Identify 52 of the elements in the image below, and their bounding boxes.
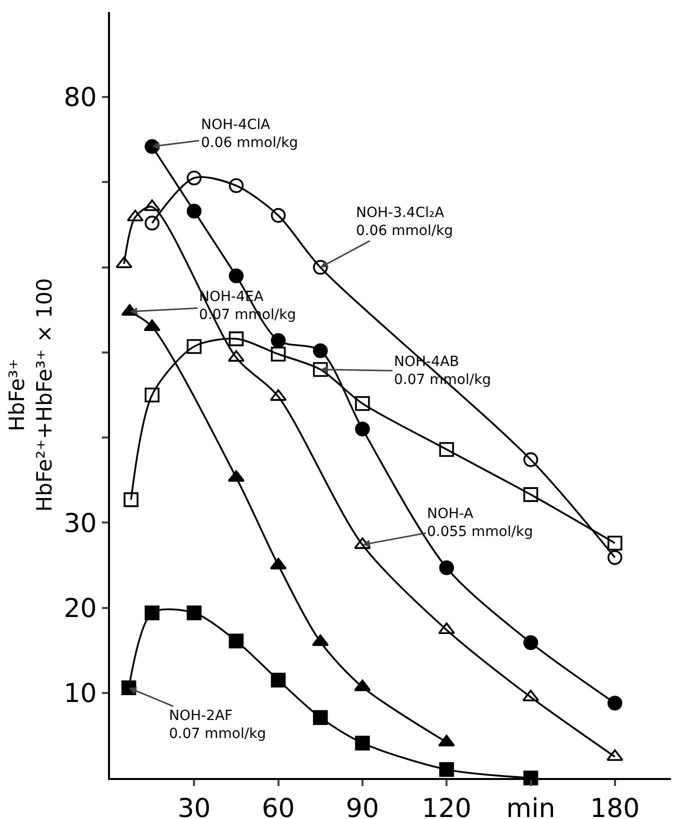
point — [144, 320, 160, 332]
point — [608, 696, 622, 710]
point — [116, 256, 132, 268]
annotation: NOH-A 0.055 mmol/kg — [427, 506, 533, 540]
point — [312, 710, 328, 725]
point — [312, 362, 328, 377]
x-tick-label: 180 — [590, 794, 640, 819]
point — [186, 605, 202, 620]
point — [228, 634, 244, 648]
point — [608, 536, 622, 550]
point — [270, 672, 286, 688]
point — [144, 605, 160, 620]
y-tick-label: 80 — [64, 83, 97, 114]
point — [228, 331, 244, 346]
point — [186, 339, 202, 354]
x-tick-label: 120 — [422, 794, 472, 819]
point — [144, 388, 160, 402]
point — [439, 560, 454, 576]
annotation: NOH-2AF 0.07 mmol/kg — [169, 708, 266, 742]
y-tick-label: 20 — [64, 594, 97, 624]
x-tick-label: min — [506, 794, 556, 819]
point — [228, 178, 244, 194]
point — [523, 635, 538, 650]
point — [354, 537, 371, 549]
point — [523, 487, 538, 502]
point — [144, 200, 160, 212]
y-tick-label: 30 — [64, 508, 97, 539]
point — [439, 762, 454, 777]
x-tick-label: 90 — [346, 794, 379, 819]
x-tick-label: 30 — [178, 794, 211, 819]
point — [608, 550, 622, 565]
point — [270, 208, 286, 223]
point — [355, 736, 370, 750]
point — [523, 452, 538, 468]
point — [312, 343, 328, 358]
point — [270, 333, 286, 348]
point — [355, 396, 370, 411]
y-tick-label: 10 — [64, 678, 97, 709]
point — [186, 204, 202, 219]
point — [228, 268, 244, 284]
point — [186, 170, 202, 186]
point — [270, 346, 286, 362]
point — [354, 680, 371, 692]
y-axis-title: HbFe³⁺ HbFe²⁺+HbFe³⁺ × 100 — [5, 278, 56, 512]
point — [355, 422, 370, 436]
point — [312, 260, 328, 275]
annotation: NOH-3.4Cl₂A 0.06 mmol/kg — [356, 205, 454, 240]
point — [144, 216, 160, 230]
point — [439, 442, 454, 457]
point — [124, 492, 138, 508]
x-tick-label: 60 — [262, 794, 295, 819]
annotation: NOH-4ClA 0.06 mmol/kg — [201, 117, 298, 152]
